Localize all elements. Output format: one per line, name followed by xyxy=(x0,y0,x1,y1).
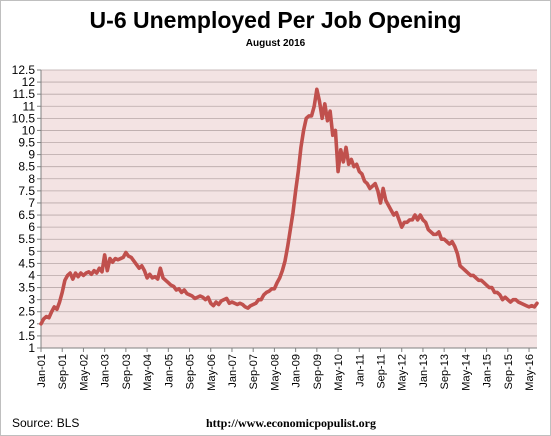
y-tick-label: 9.5 xyxy=(18,136,35,150)
x-tick-label: Sep-01 xyxy=(57,354,69,389)
x-tick-label: Jan-03 xyxy=(100,354,112,388)
y-tick-label: 3 xyxy=(28,293,35,307)
plot-area xyxy=(41,70,537,348)
x-tick-label: May-06 xyxy=(206,354,218,391)
x-tick-label: Sep-05 xyxy=(185,354,197,389)
y-tick-label: 7 xyxy=(28,196,35,210)
x-tick-label: May-08 xyxy=(269,354,281,391)
y-tick-label: 9 xyxy=(28,148,35,162)
y-tick-label: 11.5 xyxy=(13,87,36,101)
y-tick-label: 4 xyxy=(28,268,35,282)
series-line xyxy=(39,87,539,326)
y-tick-label: 6.5 xyxy=(18,208,35,222)
x-tick-label: May-14 xyxy=(460,354,472,391)
x-tick-label: May-02 xyxy=(78,354,90,391)
y-tick-label: 10 xyxy=(22,123,36,137)
y-tick-label: 5 xyxy=(28,244,35,258)
y-tick-label: 2 xyxy=(28,317,35,331)
x-tick-label: Sep-15 xyxy=(503,354,515,389)
x-tick-label: Jan-15 xyxy=(482,354,494,388)
y-tick-label: 11 xyxy=(23,99,36,113)
y-tick-label: 3.5 xyxy=(18,281,35,295)
y-tick-label: 5.5 xyxy=(18,232,35,246)
x-tick-label: Jan-09 xyxy=(291,354,303,388)
x-tick-label: Sep-09 xyxy=(312,354,324,389)
x-tick-label: May-10 xyxy=(333,354,345,391)
y-tick-label: 10.5 xyxy=(12,111,36,125)
x-tick-label: Jan-07 xyxy=(227,354,239,388)
y-tick-label: 1.5 xyxy=(18,329,35,343)
y-tick-label: 6 xyxy=(28,220,35,234)
x-tick-label: Jan-11 xyxy=(354,354,366,387)
x-tick-label: May-12 xyxy=(397,354,409,391)
y-tick-label: 1 xyxy=(28,341,35,355)
x-tick-label: May-16 xyxy=(524,354,536,391)
source-url: http://www.economicpopulist.org xyxy=(206,416,377,430)
y-tick-label: 12.5 xyxy=(12,63,36,77)
source-note: Source: BLS xyxy=(12,416,80,430)
x-tick-label: Sep-11 xyxy=(376,354,388,389)
chart-title: U-6 Unemployed Per Job Opening xyxy=(89,7,462,33)
y-tick-label: 8.5 xyxy=(18,160,35,174)
y-tick-label: 4.5 xyxy=(18,256,35,270)
x-tick-label: Sep-07 xyxy=(248,354,260,389)
y-tick-label: 8 xyxy=(28,172,35,186)
y-tick-label: 12 xyxy=(22,75,36,89)
y-tick-label: 2.5 xyxy=(18,305,35,319)
chart-subtitle: August 2016 xyxy=(245,38,306,49)
x-tick-label: Jan-05 xyxy=(163,354,175,388)
x-tick-label: May-04 xyxy=(142,354,154,391)
x-tick-label: Sep-03 xyxy=(121,354,133,389)
y-tick-label: 7.5 xyxy=(18,184,35,198)
x-tick-label: Sep-13 xyxy=(439,354,451,389)
x-tick-label: Jan-13 xyxy=(418,354,430,388)
x-tick-label: Jan-01 xyxy=(36,354,48,388)
